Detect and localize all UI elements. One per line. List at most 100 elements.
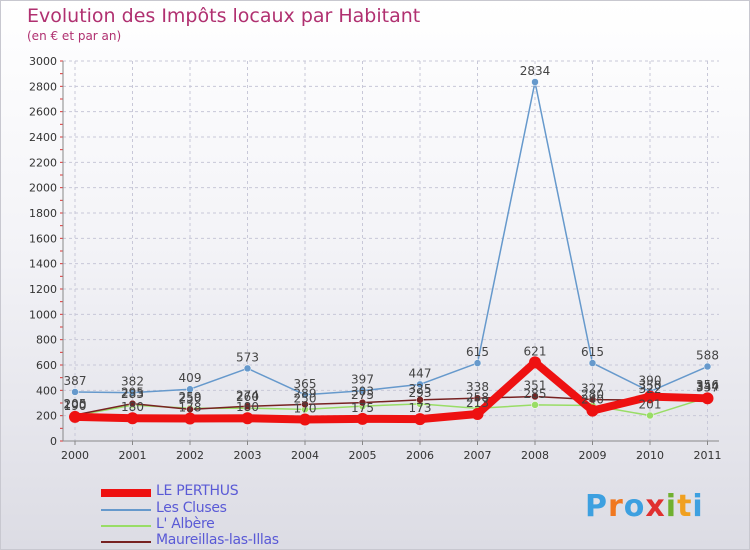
y-tick-label: 2400 — [29, 131, 57, 144]
data-label: 573 — [236, 350, 259, 364]
data-label: 621 — [524, 344, 547, 358]
data-label: 351 — [524, 379, 547, 393]
data-label: 205 — [64, 397, 87, 411]
legend-label: Maureillas-las-Illas — [156, 532, 279, 548]
data-label: 274 — [236, 388, 259, 402]
data-point — [301, 400, 309, 409]
y-tick-label: 1000 — [29, 308, 57, 321]
data-label: 175 — [351, 401, 374, 415]
data-label: 356 — [696, 378, 719, 392]
data-label: 293 — [409, 386, 432, 400]
y-tick-label: 600 — [36, 359, 57, 372]
logo-letter: r — [608, 489, 624, 524]
data-label: 283 — [121, 387, 144, 401]
data-label: 588 — [696, 349, 719, 363]
data-label: 260 — [236, 390, 259, 404]
y-tick-label: 2200 — [29, 156, 57, 169]
data-point — [299, 413, 311, 426]
data-point — [358, 398, 367, 407]
data-point — [71, 388, 79, 396]
series-line-1 — [74, 81, 709, 396]
data-label: 250 — [179, 391, 202, 405]
data-label: 280 — [581, 388, 604, 402]
data-point — [701, 392, 714, 405]
x-tick-label: 2008 — [521, 449, 549, 462]
legend-swatch — [101, 509, 151, 511]
data-point — [128, 399, 137, 408]
data-point — [69, 410, 81, 423]
legend-item-le-perthus: LE PERTHUS — [101, 483, 341, 501]
data-label: 397 — [351, 373, 374, 387]
data-point — [531, 392, 539, 401]
y-tick-label: 400 — [36, 384, 57, 397]
chart-subtitle: (en € et par an) — [27, 29, 122, 43]
logo-letter: i — [692, 489, 704, 524]
series-line-0 — [71, 358, 712, 424]
data-label: 365 — [294, 377, 317, 391]
data-label: 295 — [121, 386, 144, 400]
data-point — [358, 386, 367, 395]
data-point — [529, 356, 541, 369]
x-tick-label: 2002 — [176, 449, 204, 462]
data-label: 275 — [351, 388, 374, 402]
data-label: 303 — [351, 385, 374, 399]
data-point — [531, 401, 539, 409]
legend-swatch — [101, 541, 151, 543]
data-label: 615 — [466, 345, 489, 359]
y-tick-label: 2000 — [29, 182, 57, 195]
data-label: 382 — [121, 375, 144, 389]
data-label: 327 — [581, 382, 604, 396]
data-point — [644, 390, 656, 403]
data-label: 344 — [696, 379, 719, 393]
x-tick-label: 2003 — [234, 449, 262, 462]
data-label: 173 — [409, 401, 432, 415]
label-layer: 387 382 409 573 365 397 447 615 2834 615 390 588 200… — [64, 64, 719, 415]
y-tick-label: 2800 — [29, 80, 57, 93]
data-point — [186, 385, 194, 393]
y-tick-label: 1600 — [29, 232, 57, 245]
data-point — [126, 412, 139, 425]
data-point — [586, 404, 599, 417]
data-label: 322 — [639, 382, 662, 396]
logo-letter: t — [677, 489, 693, 524]
legend-swatch — [101, 489, 151, 497]
data-label: 240 — [581, 393, 604, 407]
data-label: 409 — [179, 371, 202, 385]
data-point — [416, 396, 424, 404]
data-label: 390 — [639, 374, 662, 388]
x-tick-label: 2000 — [61, 449, 89, 462]
data-point — [416, 380, 424, 389]
axis-layer: 0 200 400 600 800 1000 1200 1400 1600 1800 2000 220… — [29, 55, 722, 462]
data-label: 213 — [466, 396, 489, 410]
data-label: 190 — [64, 399, 87, 413]
logo-letter: i — [665, 489, 678, 524]
x-tick-label: 2006 — [406, 449, 434, 462]
data-point — [588, 395, 597, 404]
data-label: 289 — [294, 386, 317, 400]
proxiti-logo: Proxiti — [585, 489, 704, 524]
data-label: 180 — [121, 400, 144, 414]
data-label: 200 — [64, 398, 87, 412]
x-tick-label: 2004 — [291, 449, 319, 462]
data-label: 201 — [639, 398, 662, 412]
x-tick-label: 2009 — [579, 449, 607, 462]
series-line-3 — [74, 395, 709, 416]
series-layer — [69, 78, 714, 426]
x-tick-label: 2010 — [636, 449, 664, 462]
data-point — [471, 408, 484, 421]
logo-letter: o — [623, 489, 646, 524]
data-label: 250 — [294, 391, 317, 405]
data-point — [473, 394, 482, 402]
data-point — [356, 412, 369, 425]
x-tick-label: 2001 — [119, 449, 147, 462]
data-point — [128, 388, 137, 397]
data-label: 350 — [639, 379, 662, 393]
x-tick-label: 2011 — [694, 449, 722, 462]
data-label: 2834 — [520, 64, 551, 78]
chart-title: Evolution des Impôts locaux par Habitant — [27, 5, 421, 27]
legend-item-les-cluses: Les Cluses — [101, 500, 341, 518]
data-point — [703, 362, 712, 371]
data-label: 180 — [236, 400, 259, 414]
legend-label: Les Cluses — [156, 500, 227, 516]
